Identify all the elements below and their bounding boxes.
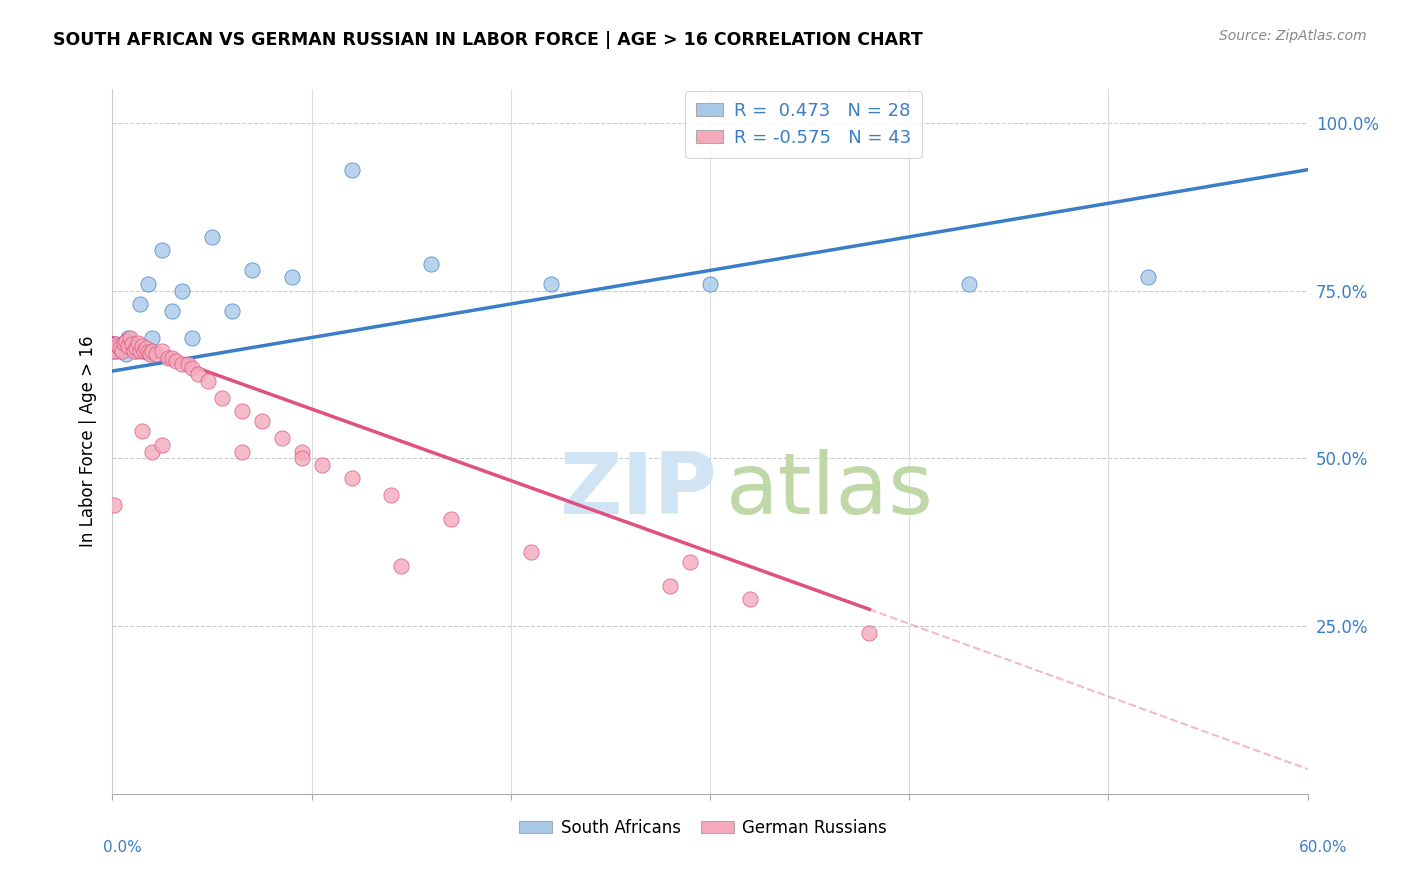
Point [127,335,149,350]
Point [124,343,146,358]
Point [858,625,880,640]
Point [172,284,194,298]
Point [110,338,132,352]
Point [138,345,160,359]
Point [105,337,128,351]
Point [117,330,139,344]
Point [107,343,129,358]
Point [131,338,153,352]
Point [145,347,167,361]
Point [311,458,333,472]
Point [103,343,125,358]
Point [162,303,183,318]
Point [111,341,134,355]
Point [221,303,243,318]
Point [231,444,253,458]
Point [659,579,682,593]
Point [165,354,187,368]
Point [141,330,163,344]
Point [138,277,160,291]
Text: SOUTH AFRICAN VS GERMAN RUSSIAN IN LABOR FORCE | AGE > 16 CORRELATION CHART: SOUTH AFRICAN VS GERMAN RUSSIAN IN LABOR… [53,31,924,49]
Point [420,257,443,271]
Point [540,277,562,291]
Point [957,277,980,291]
Point [131,425,153,439]
Point [125,341,148,355]
Point [139,347,162,361]
Point [172,357,194,371]
Point [240,263,263,277]
Point [699,277,721,291]
Text: atlas: atlas [725,450,934,533]
Point [114,335,135,350]
Point [440,512,463,526]
Point [107,338,129,352]
Point [111,343,134,358]
Point [103,498,125,512]
Point [157,351,180,365]
Point [150,343,173,358]
Point [738,592,761,607]
Point [520,545,543,559]
Point [291,444,314,458]
Point [187,368,209,382]
Point [120,330,142,344]
Text: ZIP: ZIP [560,450,717,533]
Point [121,337,143,351]
Point [135,341,157,355]
Point [150,438,173,452]
Point [115,347,138,361]
Point [129,343,152,358]
Point [114,335,135,350]
Point [110,341,132,355]
Legend: R =  0.473   N = 28, R = -0.575   N = 43: R = 0.473 N = 28, R = -0.575 N = 43 [685,91,922,158]
Point [134,343,156,358]
Text: 60.0%: 60.0% [1299,840,1347,855]
Point [211,391,233,405]
Point [389,558,412,573]
Point [150,244,173,258]
Point [181,360,204,375]
Legend: South Africans, German Russians: South Africans, German Russians [512,813,894,844]
Point [250,414,273,428]
Point [197,374,219,388]
Y-axis label: In Labor Force | Age > 16: In Labor Force | Age > 16 [79,335,97,548]
Point [291,451,314,466]
Point [380,488,402,502]
Point [134,343,156,358]
Point [201,230,224,244]
Point [125,343,148,358]
Point [141,343,163,358]
Point [105,337,128,351]
Point [679,555,702,569]
Point [340,162,363,177]
Point [270,431,292,445]
Point [1137,270,1160,285]
Text: 0.0%: 0.0% [103,840,142,855]
Point [340,471,363,485]
Point [281,270,304,285]
Point [103,343,125,358]
Text: Source: ZipAtlas.com: Source: ZipAtlas.com [1219,29,1367,43]
Point [177,357,200,371]
Point [181,330,204,344]
Point [115,334,138,348]
Point [231,404,253,418]
Point [117,338,139,352]
Point [141,444,163,458]
Point [129,297,152,311]
Point [121,337,143,351]
Point [162,351,183,365]
